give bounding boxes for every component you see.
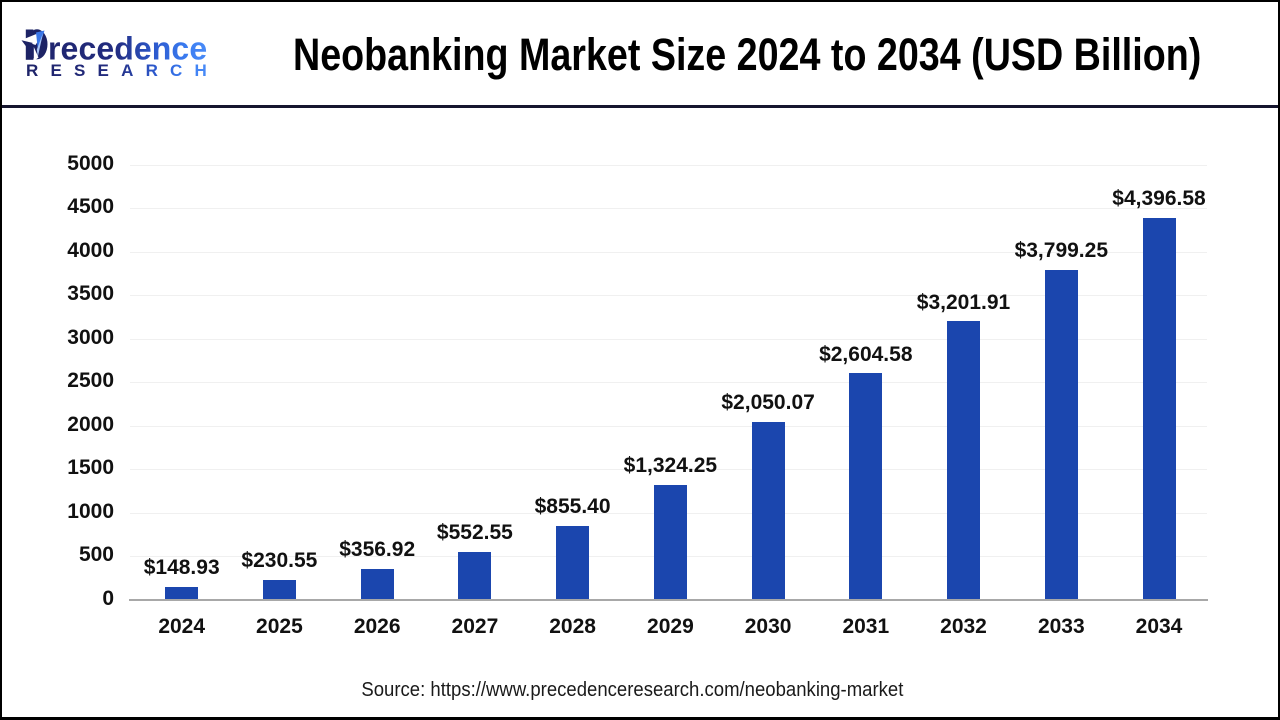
svg-text:recedence: recedence <box>48 31 207 67</box>
svg-text:RESEARCH: RESEARCH <box>26 61 219 80</box>
